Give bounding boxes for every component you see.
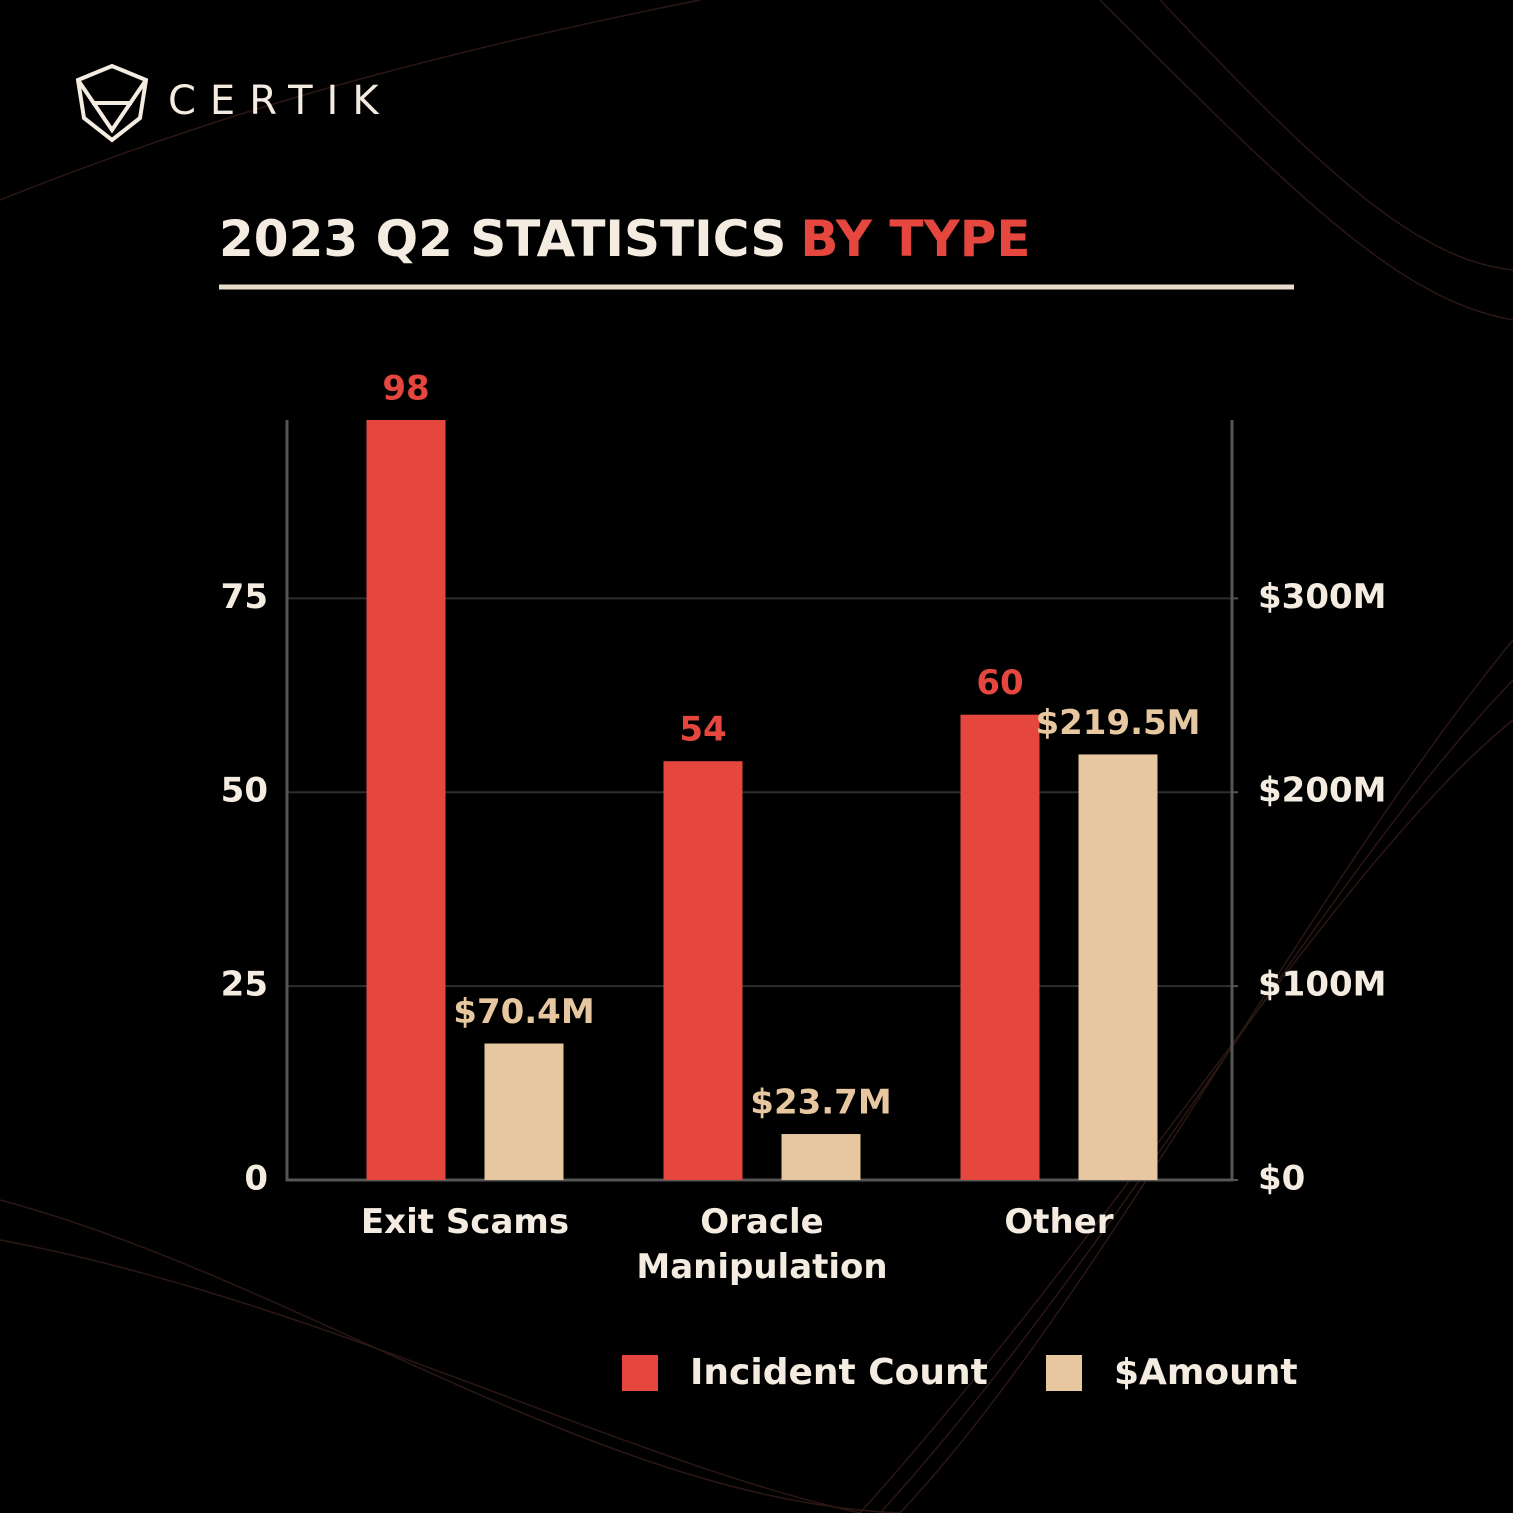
x-tick-label: Exit Scams — [360, 1202, 570, 1242]
legend-swatch — [1046, 1355, 1082, 1391]
legend-label: Incident Count — [690, 1352, 988, 1393]
y-tick-label: 25 — [221, 965, 268, 1005]
y-tick-label: 50 — [221, 771, 268, 811]
bar — [781, 1134, 861, 1180]
value-label: $219.5M — [1035, 703, 1200, 743]
value-label: $23.7M — [750, 1083, 891, 1123]
y2-tick-label: $200M — [1258, 771, 1386, 811]
y-tick-label: 75 — [221, 577, 268, 617]
title-highlight: BY TYPE — [800, 210, 1030, 268]
value-label: 54 — [679, 710, 726, 750]
y2-tick-label: $300M — [1258, 577, 1386, 617]
bar — [960, 714, 1040, 1180]
y2-tick-label: $0 — [1258, 1159, 1305, 1199]
bar — [663, 761, 743, 1180]
value-label: 98 — [382, 369, 429, 409]
value-label: $70.4M — [453, 992, 594, 1032]
brand: CERTIK — [168, 78, 393, 124]
x-tick-label: Oracle Manipulation — [636, 1202, 888, 1287]
title-text: 2023 Q2 STATISTICS — [219, 210, 786, 268]
axis-frame — [285, 420, 1234, 1182]
value-label: 60 — [976, 663, 1023, 703]
bar — [484, 1043, 564, 1180]
y2-tick-label: $100M — [1258, 965, 1386, 1005]
bar — [1078, 754, 1158, 1180]
bar — [366, 420, 446, 1180]
logo — [75, 63, 149, 143]
chart-title: 2023 Q2 STATISTICS BY TYPE — [219, 210, 1031, 268]
x-tick-label: Other — [1004, 1202, 1114, 1242]
legend-swatch — [622, 1355, 658, 1391]
legend-label: $Amount — [1114, 1352, 1298, 1393]
y-tick-label: 0 — [244, 1159, 268, 1199]
